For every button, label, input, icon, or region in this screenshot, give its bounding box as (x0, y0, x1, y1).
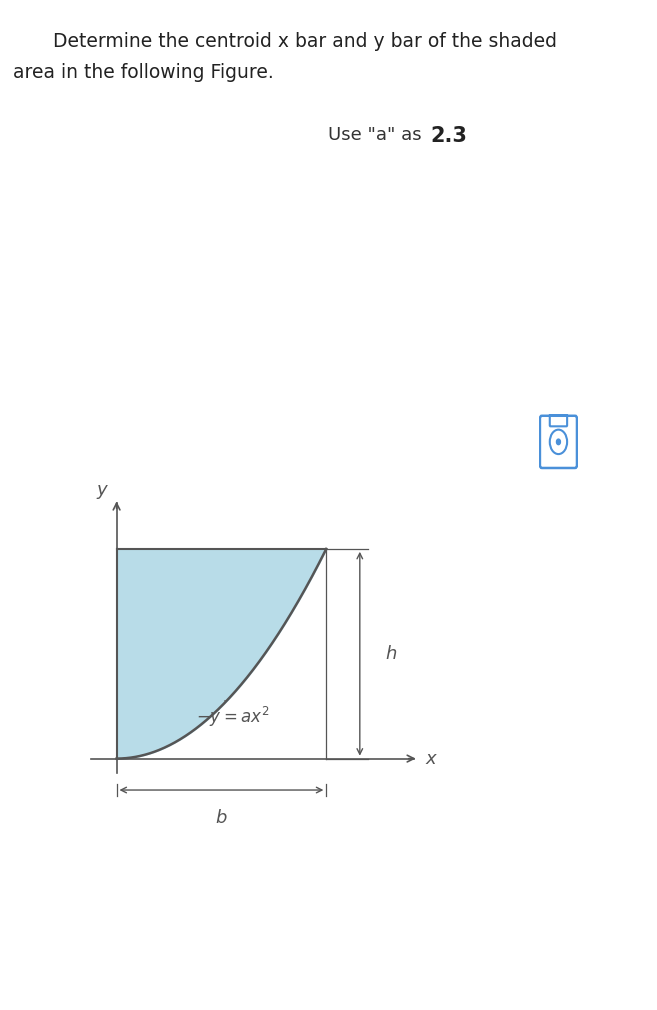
Text: area in the following Figure.: area in the following Figure. (13, 63, 274, 82)
Text: 2.3: 2.3 (430, 126, 467, 146)
Text: b: b (215, 809, 227, 827)
Circle shape (556, 439, 560, 444)
Text: x: x (426, 749, 436, 768)
Text: h: h (385, 644, 396, 663)
Text: Determine the centroid x bar and y bar of the shaded: Determine the centroid x bar and y bar o… (53, 32, 556, 52)
Text: y: y (97, 481, 107, 499)
Text: $-y = ax^2$: $-y = ax^2$ (196, 701, 269, 728)
Text: Use "a" as: Use "a" as (328, 126, 428, 144)
